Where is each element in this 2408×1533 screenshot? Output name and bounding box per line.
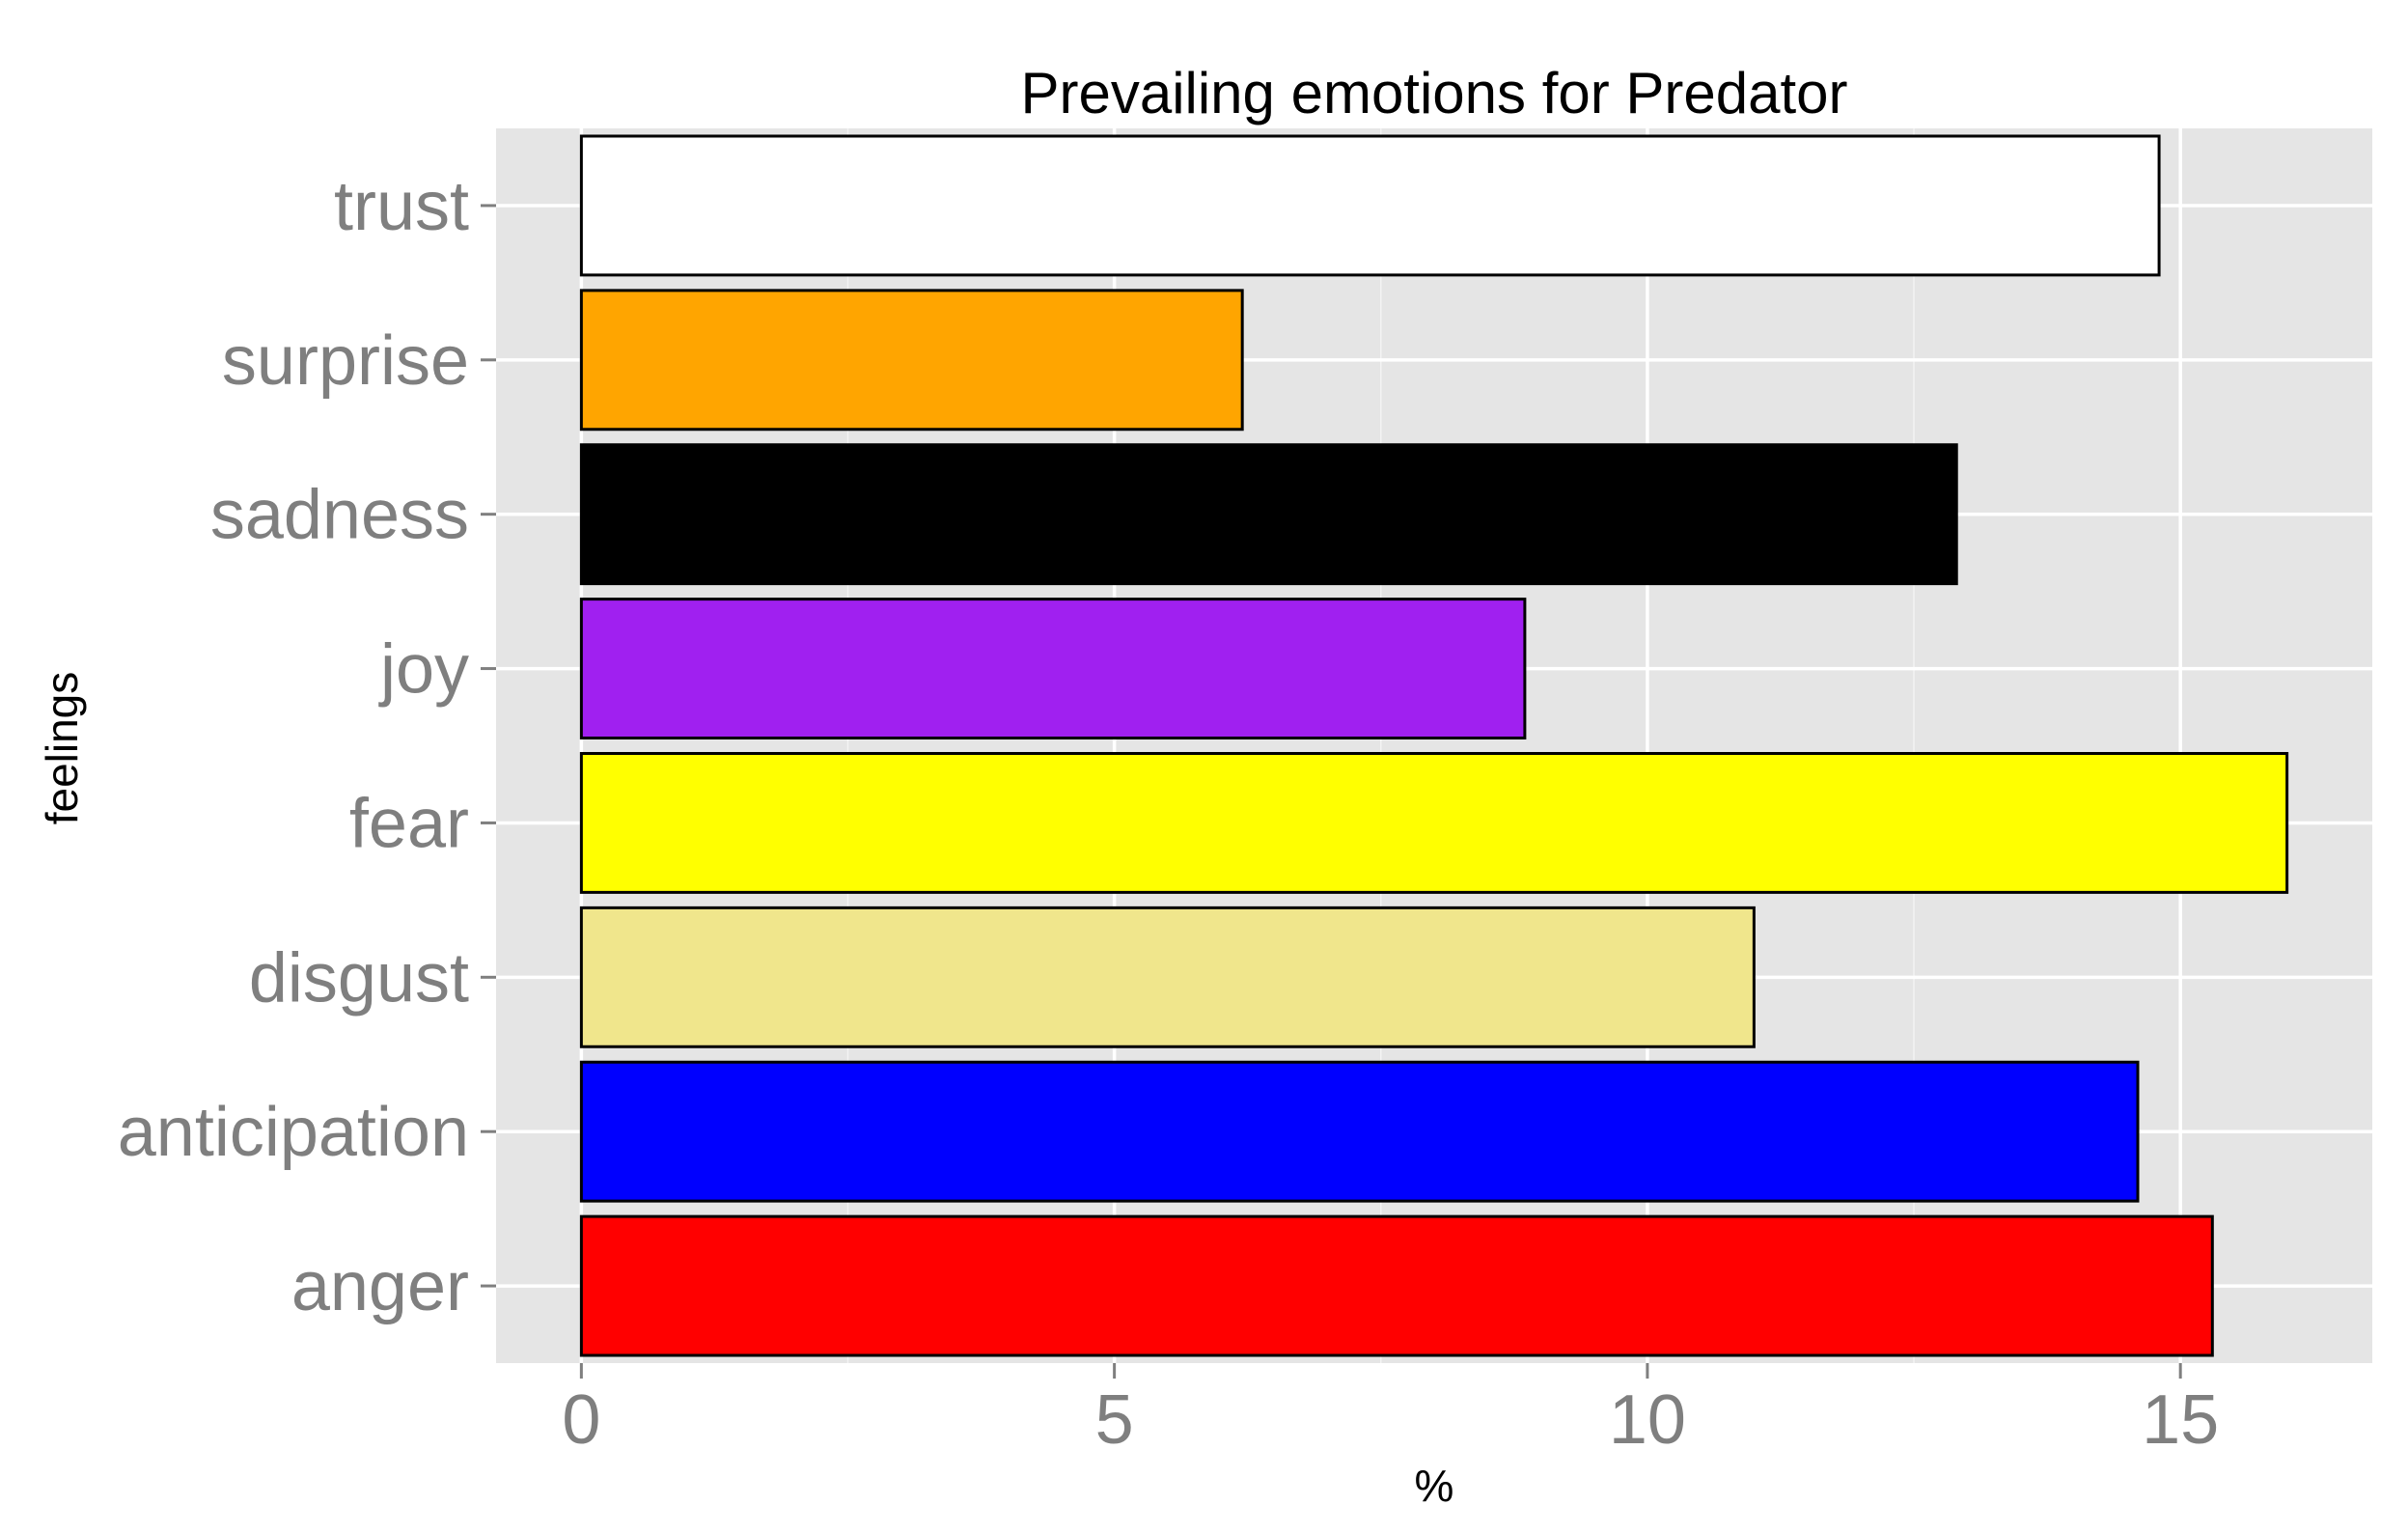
y-tick-label-disgust: disgust bbox=[249, 939, 469, 1017]
y-axis-title: feelings bbox=[37, 672, 87, 825]
y-tick-label-joy: joy bbox=[378, 631, 469, 709]
bar-anger bbox=[579, 1214, 2214, 1357]
axes: anger anticipation disgust fear joy sadness su… bbox=[118, 168, 2219, 1459]
y-tick-label-sadness: sadness bbox=[210, 477, 469, 554]
x-tick-label: 5 bbox=[1095, 1381, 1134, 1459]
bar-sadness bbox=[579, 443, 1958, 586]
bar-joy bbox=[579, 598, 1527, 740]
bar-disgust bbox=[579, 906, 1756, 1048]
x-axis-title: % bbox=[1415, 1461, 1454, 1511]
bar-anticipation bbox=[579, 1060, 2140, 1203]
y-tick-label-fear: fear bbox=[349, 785, 469, 862]
x-tick-label: 0 bbox=[562, 1381, 600, 1459]
bar-trust bbox=[579, 134, 2161, 277]
bars bbox=[579, 134, 2289, 1357]
x-tick-label: 15 bbox=[2142, 1381, 2219, 1459]
y-tick-label-trust: trust bbox=[334, 168, 469, 245]
bar-surprise bbox=[579, 289, 1244, 432]
chart-title: Prevailing emotions for Predator bbox=[1020, 61, 1847, 125]
y-tick-label-surprise: surprise bbox=[222, 322, 469, 400]
y-tick-label-anger: anger bbox=[291, 1248, 469, 1325]
y-tick-label-anticipation: anticipation bbox=[118, 1094, 469, 1171]
x-tick-label: 10 bbox=[1609, 1381, 1686, 1459]
bar-fear bbox=[579, 751, 2289, 894]
